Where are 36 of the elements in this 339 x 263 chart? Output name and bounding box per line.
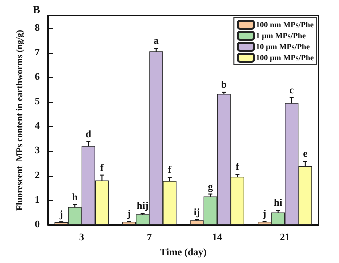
annotation: f [168,165,172,176]
y-axis-title: Fluorescent MPs content in earthworms (ng/g) [14,30,25,211]
legend-label: 10 μm MPs/Phe [256,42,310,52]
y-tick-label: 8 [35,22,40,34]
annotation: c [290,85,295,96]
y-tick-label: 0 [35,220,40,230]
annotation: g [208,182,214,193]
legend-label: 1 μm MPs/Phe [256,32,306,40]
x-axis-title: Time (day) [160,247,207,258]
legend-label: 100 μm MPs/Phe [256,54,314,62]
y-tick-label: 1 [35,194,40,206]
x-tick-label: 7 [147,232,152,244]
annotation: hi [274,198,283,210]
annotation: j [58,210,64,221]
annotation: b [221,80,228,91]
y-tick-label: 7 [35,47,40,58]
annotation: j [126,209,131,220]
annotation: e [303,149,308,160]
y-tick-label: 6 [35,72,40,83]
x-tick-label: 14 [212,232,222,244]
annotation: f [236,162,240,174]
annotation: ij [194,207,200,218]
annotation: h [72,192,78,204]
y-tick-label: 3 [35,146,40,157]
annotation: j [262,209,266,220]
annotation: d [86,129,92,140]
annotation: a [154,36,159,48]
y-tick-label: 5 [35,96,40,108]
chart-title: B [33,4,41,16]
y-tick-label: 2 [35,170,40,182]
y-tick-label: 4 [35,121,40,132]
x-tick-label: 3 [79,232,84,244]
x-tick-label: 21 [280,232,290,244]
legend-label: 100 nm MPs/Phe [256,20,314,30]
annotation: hij [137,201,149,212]
annotation: f [100,162,105,174]
